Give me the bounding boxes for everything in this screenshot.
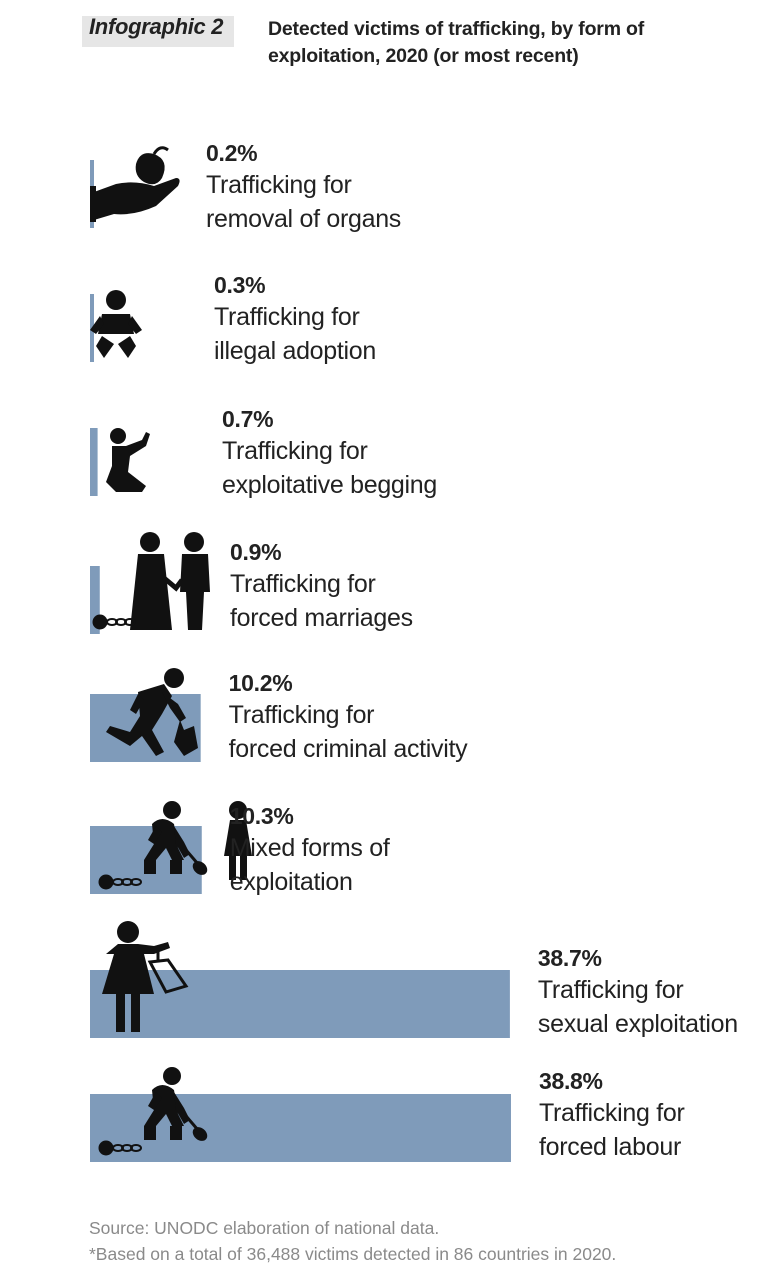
category-label: forced labour	[538, 1133, 681, 1161]
bar-label: 38.8% Trafficking for forced labour	[539, 1066, 685, 1164]
footer: Source: UNODC elaboration of national da…	[89, 1215, 616, 1267]
organ-in-hand-icon	[90, 146, 180, 222]
value-label: 0.9%	[230, 539, 282, 565]
category-label: Trafficking for	[206, 171, 352, 199]
category-label: illegal adoption	[214, 337, 376, 365]
category-label: forced criminal activity	[228, 735, 468, 763]
category-label: Trafficking for	[214, 303, 360, 331]
running-thief-icon	[106, 668, 198, 756]
bar-label: 0.9% Trafficking for forced marriages	[230, 537, 413, 635]
infographic-tag: Infographic 2	[89, 14, 224, 39]
value-label: 0.3%	[214, 272, 266, 298]
category-label: forced marriages	[230, 604, 413, 632]
title-tag-background	[82, 16, 234, 47]
page-title: Detected victims of trafficking, by form…	[268, 18, 645, 67]
bar-label: 0.2% Trafficking for removal of organs	[206, 138, 401, 236]
category-label: Trafficking for	[538, 1099, 685, 1127]
bar-chart	[90, 146, 511, 1162]
total-note: *Based on a total of 36,488 victims dete…	[89, 1244, 617, 1264]
bar-label: 10.3% Mixed forms of exploitation	[230, 801, 390, 899]
value-label: 0.2%	[206, 140, 258, 166]
value-label: 10.2%	[228, 670, 293, 696]
category-label: Trafficking for	[230, 570, 376, 598]
category-label: Trafficking for	[537, 976, 684, 1004]
bar-label: 0.3% Trafficking for illegal adoption	[214, 270, 376, 368]
value-label: 0.7%	[222, 406, 274, 432]
category-label: Trafficking for	[222, 437, 368, 465]
woman-with-price-tag-icon	[102, 921, 189, 1032]
value-label: 38.7%	[537, 945, 602, 971]
source-note: Source: UNODC elaboration of national da…	[89, 1218, 440, 1238]
bar-label: 38.7% Trafficking for sexual exploitation	[538, 943, 738, 1041]
category-label: Mixed forms of	[229, 834, 390, 862]
category-label: removal of organs	[206, 205, 401, 233]
married-couple-chained-icon	[91, 532, 210, 631]
category-label: sexual exploitation	[537, 1010, 738, 1038]
kneeling-beggar-icon	[106, 428, 150, 492]
bar-label: 0.7% Trafficking for exploitative begging	[222, 404, 437, 502]
value-label: 10.3%	[229, 803, 294, 829]
bar	[90, 428, 98, 496]
baby-icon	[90, 290, 142, 358]
bar-label: 10.2% Trafficking for forced criminal acti…	[229, 668, 468, 766]
bar	[90, 566, 100, 634]
category-label: Trafficking for	[228, 701, 375, 729]
value-label: 38.8%	[538, 1068, 603, 1094]
bar	[90, 970, 510, 1038]
category-label: exploitative begging	[222, 471, 437, 499]
category-label: exploitation	[229, 868, 353, 896]
